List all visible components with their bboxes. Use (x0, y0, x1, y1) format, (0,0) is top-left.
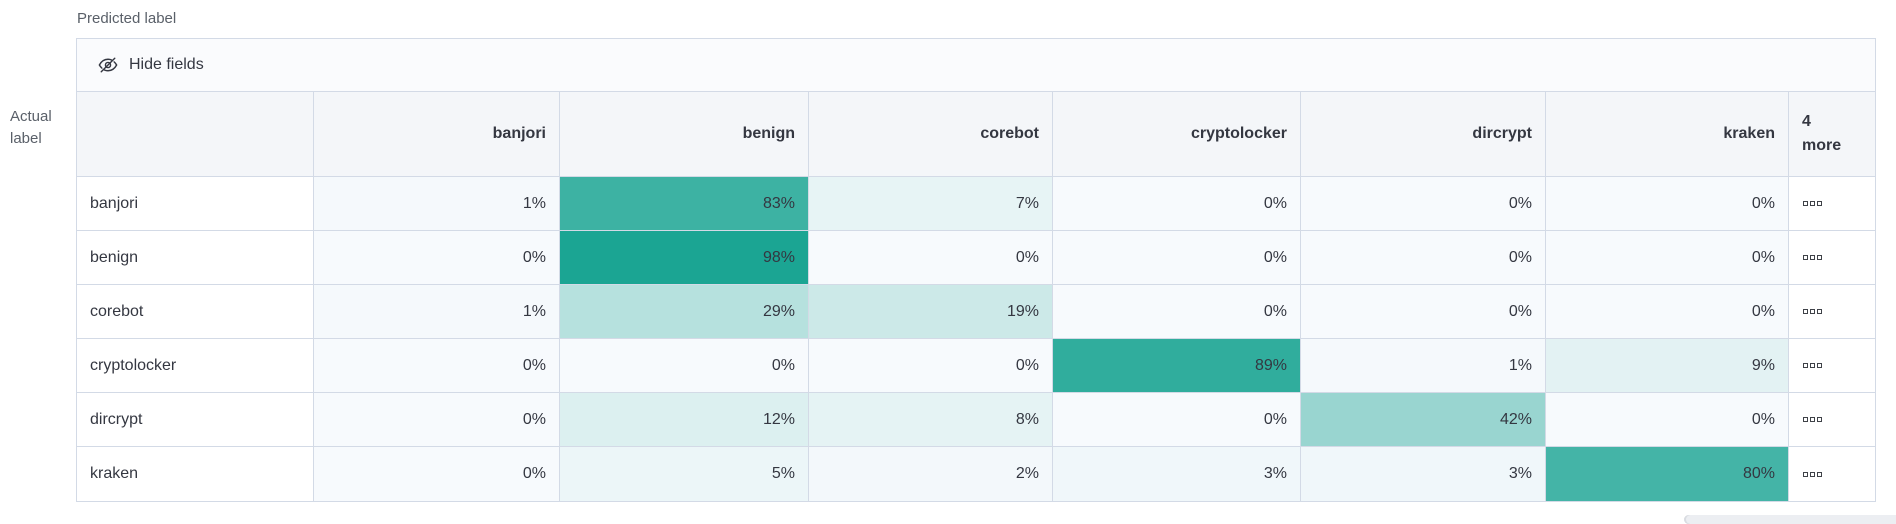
column-header-cryptolocker: cryptolocker (1053, 92, 1301, 177)
matrix-cell-dircrypt-dircrypt: 42% (1301, 393, 1546, 447)
boxes-horizontal-icon (1803, 363, 1822, 368)
matrix-cell-cryptolocker-dircrypt: 1% (1301, 339, 1546, 393)
boxes-horizontal-icon (1803, 471, 1822, 477)
matrix-cell-dircrypt-benign: 12% (560, 393, 809, 447)
matrix-cell-corebot-cryptolocker: 0% (1053, 285, 1301, 339)
column-header-banjori: banjori (314, 92, 560, 177)
hidden-columns-cell[interactable] (1789, 339, 1875, 393)
row-label-cryptolocker: cryptolocker (77, 339, 314, 393)
eye-closed-icon (98, 55, 118, 75)
matrix-cell-corebot-kraken: 0% (1546, 285, 1789, 339)
column-header-dircrypt: dircrypt (1301, 92, 1546, 177)
column-header-kraken: kraken (1546, 92, 1789, 177)
boxes-horizontal-icon (1803, 255, 1822, 260)
matrix-cell-benign-dircrypt: 0% (1301, 231, 1546, 285)
hidden-columns-cell[interactable] (1789, 393, 1875, 447)
matrix-cell-banjori-benign: 83% (560, 177, 809, 231)
boxes-horizontal-icon (1803, 309, 1822, 314)
matrix-cell-cryptolocker-banjori: 0% (314, 339, 560, 393)
matrix-cell-kraken-dircrypt: 3% (1301, 447, 1546, 501)
actual-axis-label: Actual label (10, 108, 52, 147)
hidden-columns-cell[interactable] (1789, 231, 1875, 285)
confusion-matrix-panel: Hide fields banjori benign corebot cryptolo… (76, 38, 1876, 502)
matrix-cell-corebot-benign: 29% (560, 285, 809, 339)
matrix-cell-corebot-dircrypt: 0% (1301, 285, 1546, 339)
row-label-corebot: corebot (77, 285, 314, 339)
matrix-cell-kraken-corebot: 2% (809, 447, 1053, 501)
hide-fields-label: Hide fields (129, 56, 204, 73)
matrix-cell-benign-banjori: 0% (314, 231, 560, 285)
matrix-cell-cryptolocker-corebot: 0% (809, 339, 1053, 393)
matrix-cell-banjori-dircrypt: 0% (1301, 177, 1546, 231)
boxes-horizontal-icon (1803, 201, 1822, 206)
matrix-cell-benign-benign: 98% (560, 231, 809, 285)
matrix-cell-kraken-banjori: 0% (314, 447, 560, 501)
matrix-cell-dircrypt-corebot: 8% (809, 393, 1053, 447)
matrix-cell-benign-corebot: 0% (809, 231, 1053, 285)
predicted-axis-label: Predicted label (77, 10, 177, 27)
matrix-corner-cell (77, 92, 314, 177)
matrix-cell-cryptolocker-cryptolocker: 89% (1053, 339, 1301, 393)
matrix-cell-benign-kraken: 0% (1546, 231, 1789, 285)
row-label-kraken: kraken (77, 447, 314, 501)
matrix-cell-corebot-corebot: 19% (809, 285, 1053, 339)
matrix-cell-banjori-corebot: 7% (809, 177, 1053, 231)
hidden-columns-cell[interactable] (1789, 447, 1875, 501)
more-count: 4 (1802, 113, 1811, 130)
row-label-dircrypt: dircrypt (77, 393, 314, 447)
more-label: more (1802, 137, 1842, 154)
hide-fields-button[interactable]: Hide fields (98, 55, 204, 75)
boxes-horizontal-icon (1803, 417, 1822, 422)
hidden-columns-cell[interactable] (1789, 177, 1875, 231)
matrix-cell-cryptolocker-kraken: 9% (1546, 339, 1789, 393)
matrix-cell-corebot-banjori: 1% (314, 285, 560, 339)
matrix-cell-kraken-cryptolocker: 3% (1053, 447, 1301, 501)
confusion-matrix-grid: banjori benign corebot cryptolocker dircrypt… (77, 92, 1875, 501)
row-label-benign: benign (77, 231, 314, 285)
matrix-cell-dircrypt-cryptolocker: 0% (1053, 393, 1301, 447)
grid-toolbar: Hide fields (77, 39, 1875, 92)
matrix-cell-banjori-kraken: 0% (1546, 177, 1789, 231)
matrix-cell-banjori-banjori: 1% (314, 177, 560, 231)
column-header-corebot: corebot (809, 92, 1053, 177)
row-label-banjori: banjori (77, 177, 314, 231)
matrix-cell-banjori-cryptolocker: 0% (1053, 177, 1301, 231)
matrix-cell-dircrypt-banjori: 0% (314, 393, 560, 447)
matrix-cell-cryptolocker-benign: 0% (560, 339, 809, 393)
matrix-cell-benign-cryptolocker: 0% (1053, 231, 1301, 285)
horizontal-scrollbar[interactable] (1684, 515, 1896, 524)
matrix-cell-kraken-benign: 5% (560, 447, 809, 501)
column-header-benign: benign (560, 92, 809, 177)
matrix-cell-kraken-kraken: 80% (1546, 447, 1789, 501)
matrix-cell-dircrypt-kraken: 0% (1546, 393, 1789, 447)
hidden-columns-cell[interactable] (1789, 285, 1875, 339)
more-columns-header[interactable]: 4 more (1789, 92, 1875, 177)
